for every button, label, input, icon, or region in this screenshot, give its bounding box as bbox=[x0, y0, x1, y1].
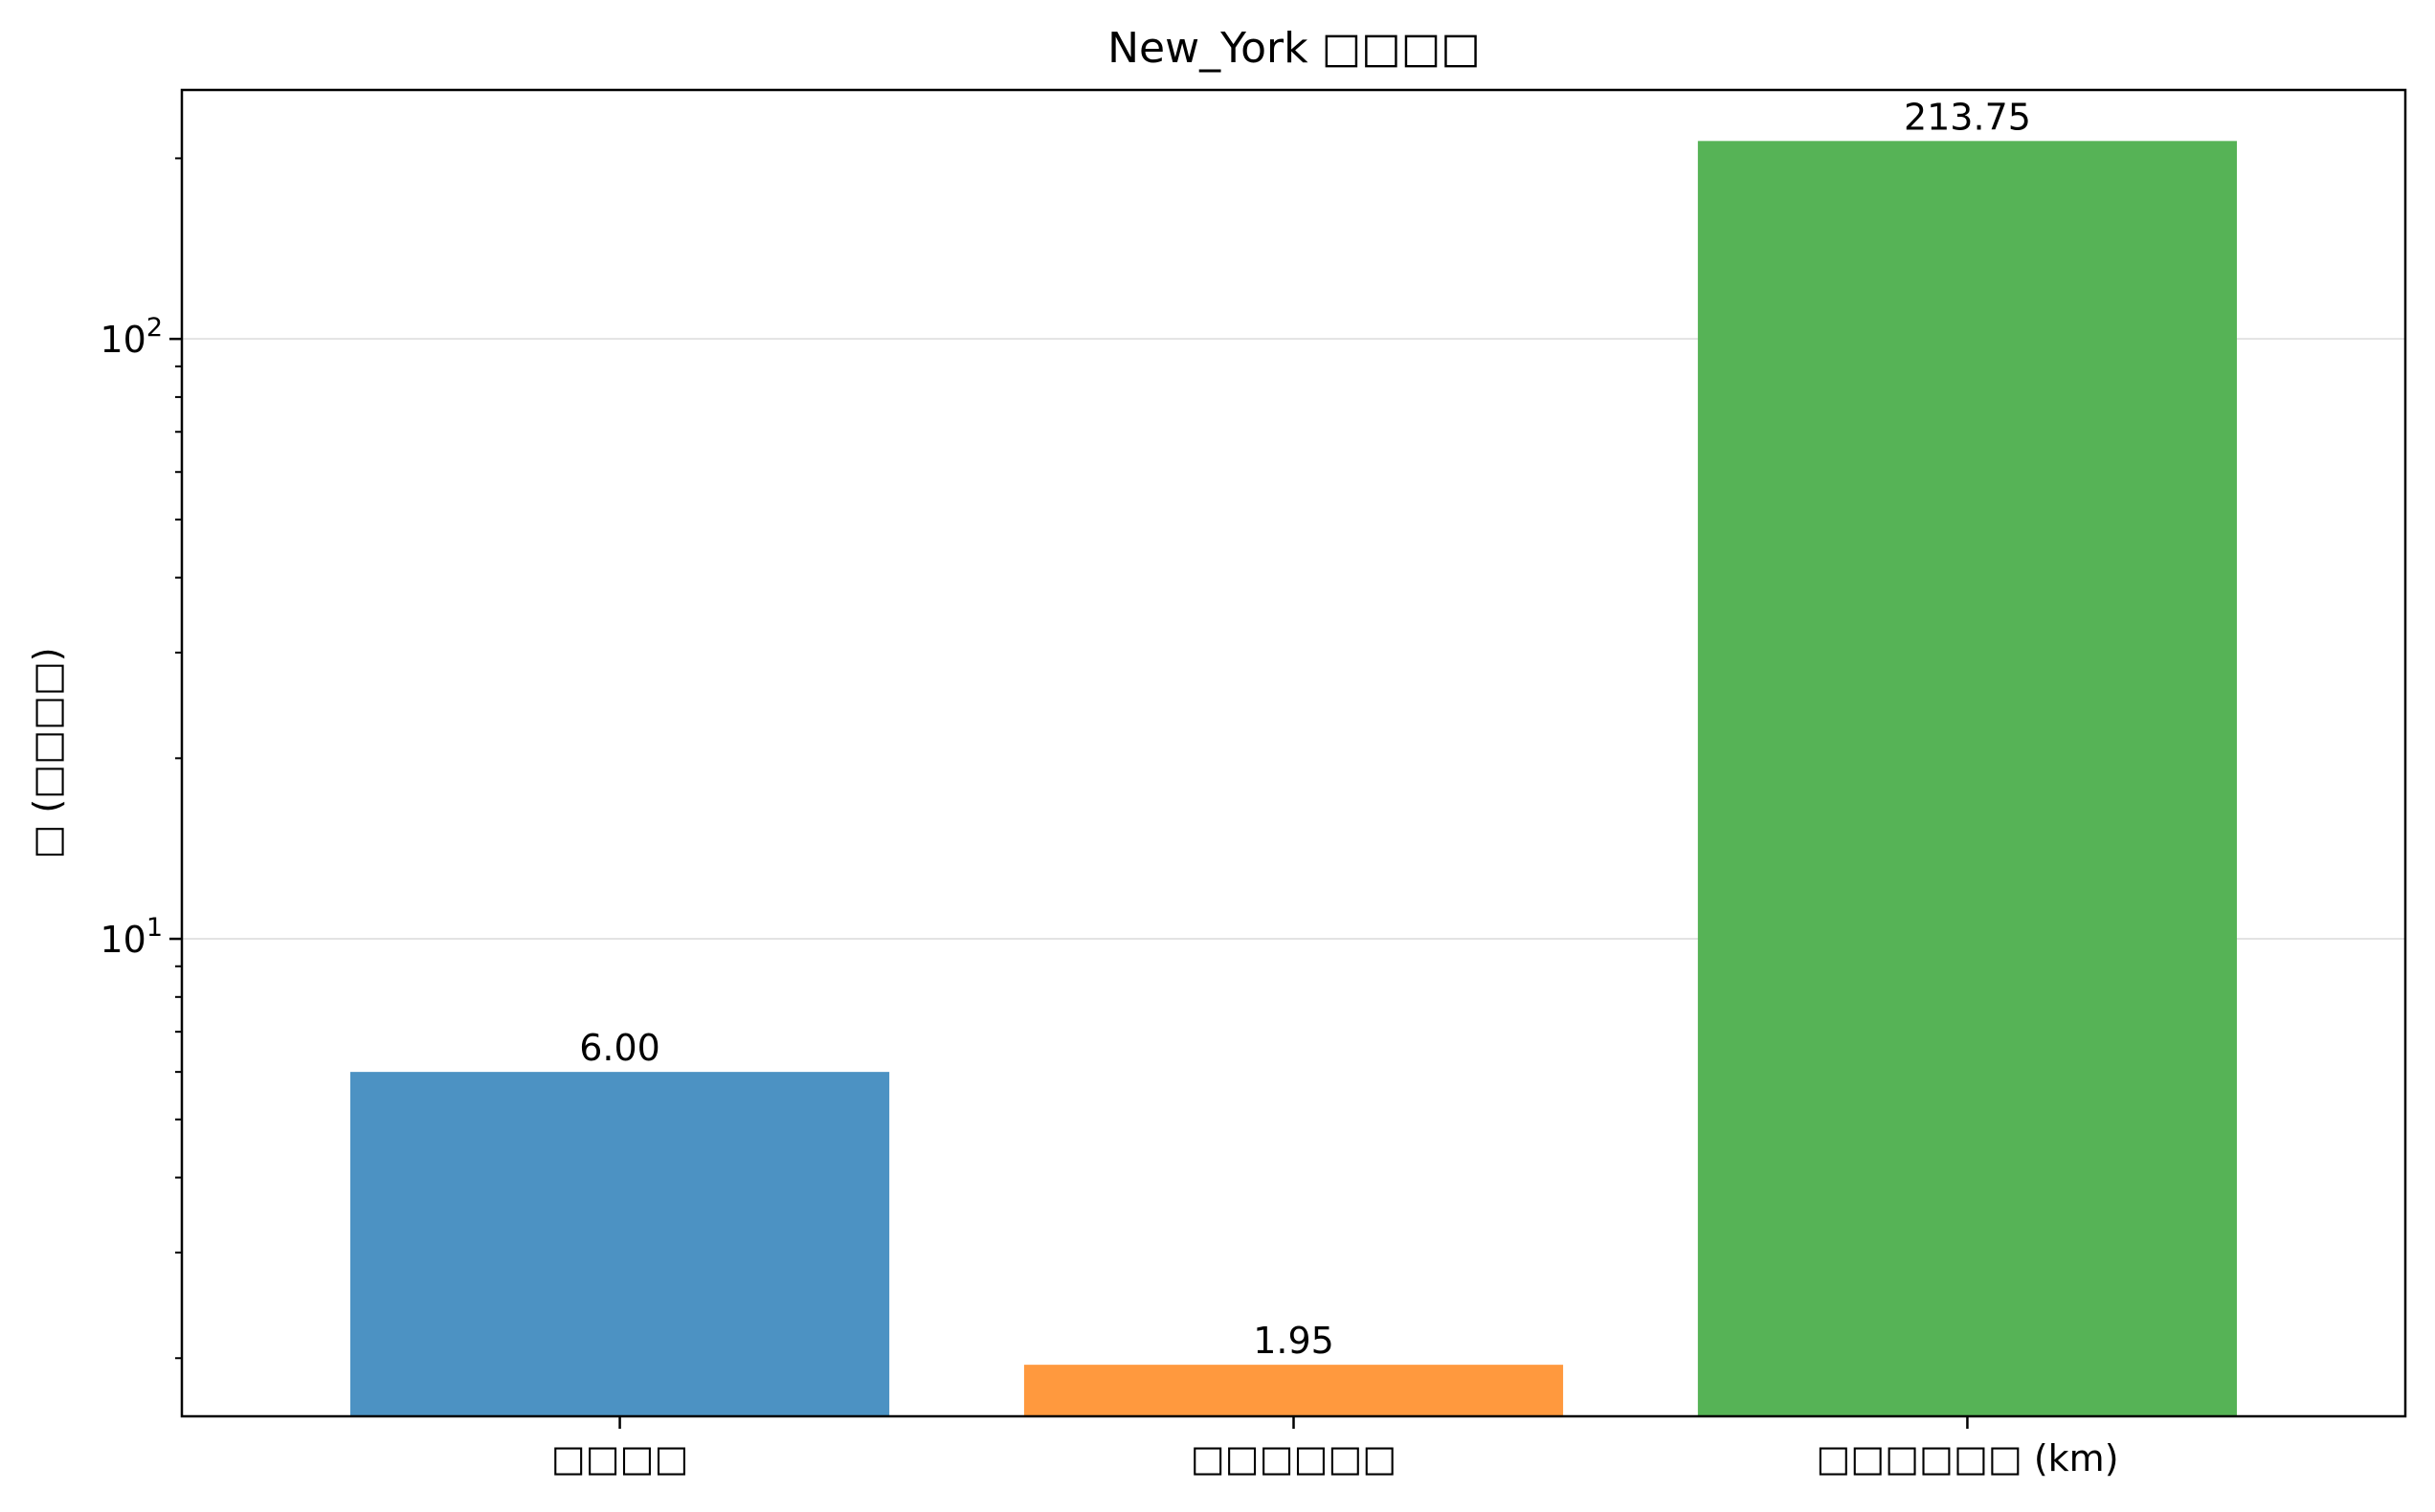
y-axis-label: □ (□□□□) bbox=[26, 647, 68, 858]
y-tick-label: 101 bbox=[100, 913, 163, 961]
bar-value-label: 6.00 bbox=[579, 1027, 660, 1069]
bar-value-labels: 6.00 1.95 213.75 bbox=[579, 96, 2031, 1362]
bar bbox=[1697, 141, 2238, 1417]
x-tick-label: □□□□□□ bbox=[1191, 1437, 1396, 1479]
y-axis-ticks: 101 102 bbox=[100, 157, 182, 1360]
x-tick-label: □□□□□□ (km) bbox=[1816, 1437, 2118, 1479]
bar bbox=[1023, 1365, 1564, 1416]
x-axis-ticks: □□□□ □□□□□□ □□□□□□ (km) bbox=[551, 1416, 2119, 1479]
y-tick-label: 102 bbox=[100, 313, 163, 361]
bar bbox=[349, 1072, 890, 1416]
bar-value-label: 213.75 bbox=[1904, 96, 2031, 138]
chart-title: New_York □□□□ bbox=[1107, 24, 1481, 73]
plot-frame bbox=[180, 88, 2407, 1418]
bar-value-label: 1.95 bbox=[1253, 1320, 1334, 1362]
x-tick-label: □□□□ bbox=[551, 1437, 689, 1479]
bars bbox=[349, 141, 2238, 1417]
